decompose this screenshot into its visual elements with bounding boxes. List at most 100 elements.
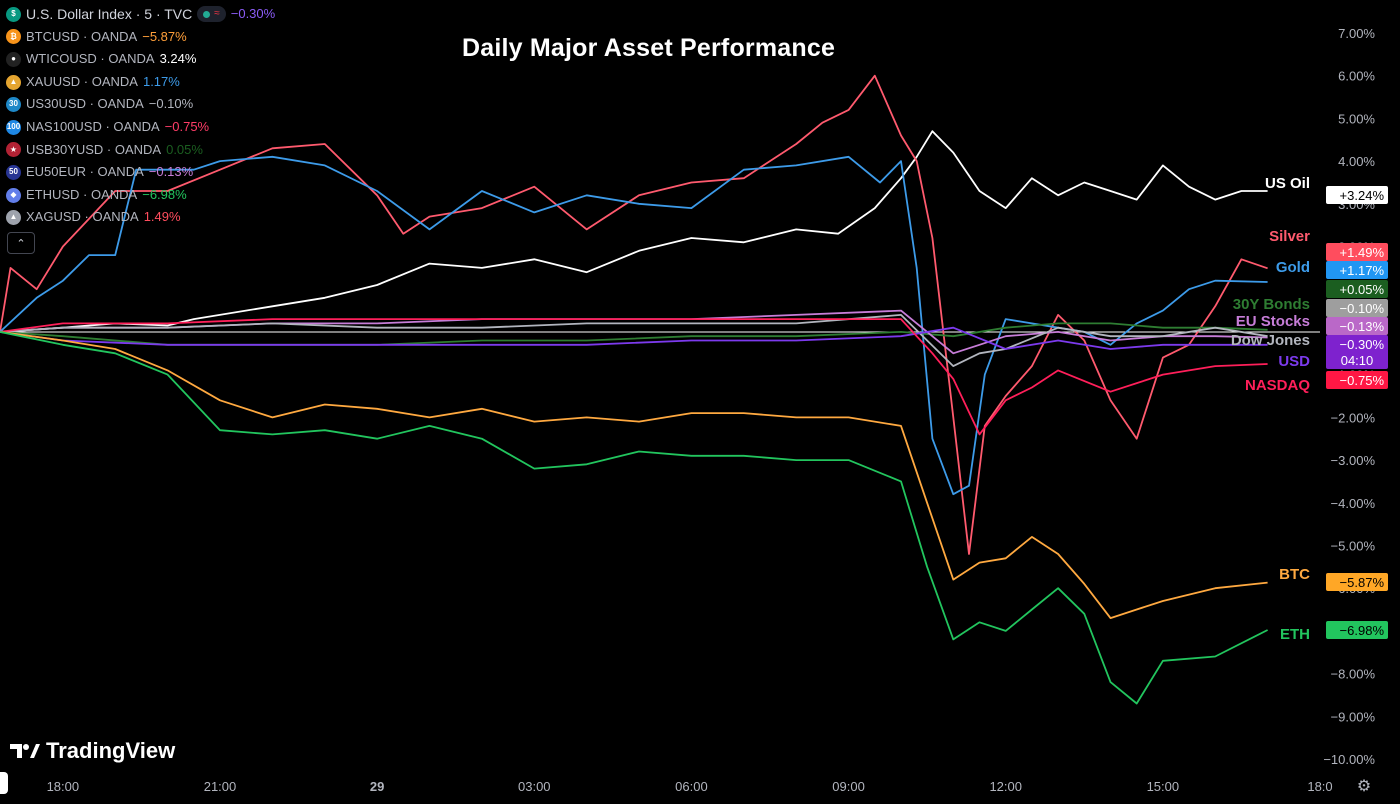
series-line-btc[interactable]: [0, 331, 1268, 619]
symbol-icon: ●: [6, 51, 21, 67]
tradingview-logo: TradingView: [10, 738, 175, 764]
y-tick-label: −5.00%: [1331, 538, 1376, 553]
legend-row[interactable]: 100 NAS100USD · OANDA −0.75%: [6, 116, 275, 139]
value-badge-text: −6.98%: [1340, 623, 1385, 638]
y-tick-label: −10.00%: [1323, 752, 1375, 767]
chart-title: Daily Major Asset Performance: [462, 34, 836, 62]
legend-row[interactable]: ◆ ETHUSD · OANDA −6.98%: [6, 184, 275, 207]
value-badge: [1326, 280, 1388, 298]
value-badge: [1326, 371, 1388, 389]
value-badge-text: +1.49%: [1340, 245, 1385, 260]
y-tick-label: 5.00%: [1338, 111, 1375, 126]
legend-row[interactable]: ● WTICOUSD · OANDA 3.24%: [6, 48, 275, 71]
x-tick-label: 09:00: [832, 779, 865, 794]
value-badge: [1326, 299, 1388, 317]
symbol-icon: ◆: [6, 187, 21, 203]
market-status-icon: [203, 10, 211, 18]
y-tick-label: 7.00%: [1338, 26, 1375, 41]
value-badge: [1326, 621, 1388, 639]
value-badge-text: −0.75%: [1340, 373, 1385, 388]
legend-symbol: ETHUSD · OANDA: [26, 186, 138, 202]
legend-change: −0.13%: [148, 164, 194, 180]
gear-icon[interactable]: ⚙: [1356, 778, 1372, 795]
series-name-label: Gold: [1276, 259, 1310, 276]
value-badge-text: −0.13%: [1340, 319, 1385, 334]
y-tick-label: 4.00%: [1338, 154, 1375, 169]
y-tick-label: 6.00%: [1338, 69, 1375, 84]
legend-change: −5.87%: [142, 28, 187, 44]
value-badge-text: +0.05%: [1340, 282, 1385, 297]
value-badge: [1326, 317, 1388, 335]
series-name-label: ETH: [1280, 626, 1310, 643]
value-badge-countdown: 04:10: [1341, 353, 1374, 368]
x-tick-label: 21:00: [204, 779, 237, 794]
legend-row[interactable]: ₿ BTCUSD · OANDA −5.87%: [6, 26, 275, 49]
legend-symbol: USB30YUSD · OANDA: [26, 141, 162, 157]
x-tick-label: 18:0: [1307, 779, 1332, 794]
symbol-icon: 50: [6, 164, 21, 180]
symbol-icon: ▲: [6, 210, 21, 226]
x-tick-label: 03:00: [518, 779, 551, 794]
y-tick-label: −2.00%: [1331, 410, 1376, 425]
symbol-icon: ₿: [6, 29, 21, 45]
value-badge: [1326, 261, 1388, 279]
x-tick-label: 06:00: [675, 779, 708, 794]
main-change-value: −0.30%: [230, 6, 276, 21]
x-tick-label: 15:00: [1147, 779, 1180, 794]
legend-row[interactable]: ▲ XAUUSD · OANDA 1.17%: [6, 71, 275, 94]
x-tick-label: 12:00: [989, 779, 1022, 794]
series-name-label: USD: [1278, 353, 1310, 370]
legend-change: 0.05%: [166, 141, 203, 157]
symbol-icon: ★: [6, 142, 21, 158]
legend-symbol: US30USD · OANDA: [26, 96, 144, 112]
legend-main-row[interactable]: $ U.S. Dollar Index · 5 · TVC ≈ −0.30%: [6, 3, 275, 26]
symbol-icon: 30: [6, 97, 21, 113]
legend-change: 1.17%: [142, 73, 180, 89]
series-name-label: 30Y Bonds: [1233, 296, 1310, 313]
symbol-legend: $ U.S. Dollar Index · 5 · TVC ≈ −0.30% ₿…: [6, 3, 275, 229]
series-line-us-oil[interactable]: [0, 130, 1268, 333]
series-name-label: Silver: [1269, 228, 1310, 245]
y-tick-label: −8.00%: [1331, 667, 1376, 682]
tradingview-logo-icon: [10, 744, 40, 758]
y-tick-label: −4.00%: [1331, 496, 1376, 511]
legend-change: −0.10%: [148, 96, 194, 112]
y-tick-label: −3.00%: [1331, 453, 1376, 468]
legend-change: −6.98%: [142, 186, 187, 202]
legend-row[interactable]: ★ USB30YUSD · OANDA 0.05%: [6, 139, 275, 162]
series-name-label: NASDAQ: [1245, 377, 1310, 394]
pill-glyph: ≈: [214, 8, 220, 19]
legend-symbol: BTCUSD · OANDA: [26, 28, 138, 44]
legend-change: 3.24%: [159, 51, 197, 67]
value-badge-text: −0.30%: [1340, 337, 1385, 352]
scroll-left-handle[interactable]: [0, 772, 8, 794]
y-tick-label: −9.00%: [1331, 709, 1376, 724]
legend-row[interactable]: 30 US30USD · OANDA −0.10%: [6, 93, 275, 116]
series-line-usd[interactable]: [0, 326, 1268, 350]
legend-row[interactable]: 50 EU50EUR · OANDA −0.13%: [6, 161, 275, 184]
legend-row[interactable]: ▲ XAGUSD · OANDA 1.49%: [6, 206, 275, 229]
value-badge-text: +1.17%: [1340, 263, 1385, 278]
value-badge-text: +3.24%: [1340, 188, 1385, 203]
series-name-label: BTC: [1279, 566, 1310, 583]
main-symbol-label: U.S. Dollar Index · 5 · TVC: [26, 6, 193, 22]
series-line-eth[interactable]: [0, 331, 1269, 705]
x-tick-label: 18:00: [47, 779, 80, 794]
value-badge: [1326, 573, 1388, 591]
dollar-icon: $: [6, 6, 21, 22]
symbol-icon: ▲: [6, 74, 21, 90]
legend-symbol: XAUUSD · OANDA: [26, 73, 138, 89]
legend-symbol: NAS100USD · OANDA: [26, 118, 160, 134]
legend-change: 1.49%: [143, 209, 181, 225]
x-tick-label: 29: [370, 779, 384, 794]
collapse-legend-button[interactable]: ⌃: [7, 232, 35, 254]
series-line-silver[interactable]: [0, 74, 1268, 555]
series-name-label: US Oil: [1265, 175, 1310, 192]
series-name-label: EU Stocks: [1236, 313, 1310, 330]
value-badge: [1326, 243, 1388, 261]
legend-symbol: WTICOUSD · OANDA: [26, 51, 155, 67]
status-pill[interactable]: ≈: [197, 6, 226, 23]
series-line-nasdaq[interactable]: [0, 318, 1268, 436]
